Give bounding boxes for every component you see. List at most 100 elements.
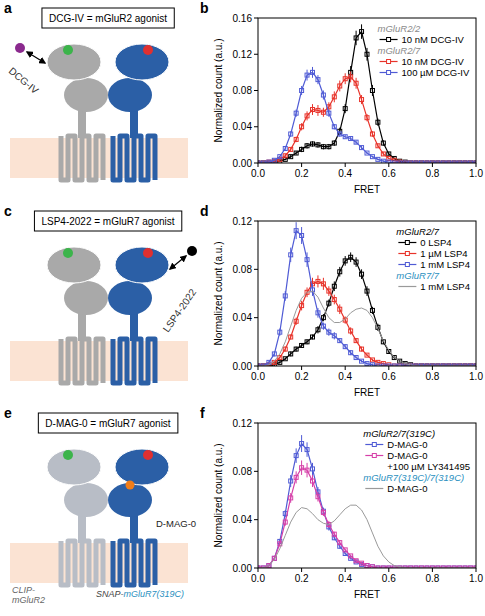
panel-letter: e	[4, 405, 12, 421]
data-point	[311, 467, 315, 471]
data-point	[283, 154, 287, 158]
left-subunit-upper-lobe	[47, 247, 101, 283]
y-tick-label: 0.12	[233, 49, 253, 60]
data-point	[316, 108, 320, 112]
legend-label: 1 µM LSP4	[420, 248, 467, 259]
y-tick	[254, 163, 258, 164]
arrow	[170, 256, 186, 269]
x-tick-label: 0.4	[338, 573, 352, 584]
data-point	[311, 142, 315, 146]
x-tick-label: 0.0	[251, 371, 265, 382]
error-bar	[296, 471, 297, 483]
data-point	[360, 359, 364, 363]
data-point	[294, 151, 298, 155]
data-point	[283, 147, 287, 151]
error-bar	[361, 360, 362, 362]
diagram-e: eD-MAG-0 = mGluR7 agonistD-MAG-0CLIP-mGl…	[4, 405, 196, 605]
y-tick	[254, 54, 258, 55]
y-axis-title: Normalized count (a.u.)	[213, 39, 224, 143]
subunit-label-part: SNAP-	[96, 589, 124, 599]
data-point	[305, 448, 309, 452]
legend-heading: mGluR7/7	[396, 270, 439, 281]
legend-label: D-MAG-0	[387, 483, 427, 494]
error-bar	[328, 286, 329, 296]
left-subunit-upper-lobe	[47, 44, 101, 80]
y-tick	[254, 126, 258, 127]
red-site	[143, 450, 153, 460]
chart-d: d0.00.20.40.60.81.00.000.040.080.12FRETN…	[200, 203, 483, 398]
error-bar	[290, 148, 291, 152]
error-bar	[323, 509, 324, 516]
series-line	[258, 281, 476, 366]
plot-area	[258, 435, 476, 568]
x-tick-label: 1.0	[469, 573, 483, 584]
error-bar	[356, 31, 357, 46]
y-tick-label: 0.12	[233, 418, 253, 429]
x-tick-label: 0.0	[251, 573, 265, 584]
x-tick	[476, 366, 477, 370]
error-bar	[296, 318, 297, 325]
x-tick-label: 0.2	[295, 371, 309, 382]
plot-area	[258, 222, 476, 366]
y-tick	[254, 269, 258, 270]
data-point	[365, 52, 369, 56]
legend-heading: mGluR2/7	[378, 45, 421, 56]
chart-b: b0.00.20.40.60.81.00.000.040.080.120.16F…	[200, 0, 483, 195]
left-subunit-lower-lobe	[64, 78, 108, 112]
data-point	[387, 152, 391, 156]
data-point	[365, 353, 369, 357]
error-bar	[334, 295, 335, 305]
left-subunit-lower-lobe	[64, 281, 108, 315]
x-tick	[476, 568, 477, 572]
error-bar	[383, 160, 384, 162]
error-bar	[285, 158, 286, 160]
error-bar	[350, 555, 351, 557]
series-line	[258, 505, 476, 568]
legend-label: 1 mM LSP4	[420, 259, 470, 270]
data-point	[305, 144, 309, 148]
error-bar	[296, 448, 297, 463]
error-bar	[301, 123, 302, 130]
red-site	[143, 248, 153, 258]
data-point	[278, 155, 282, 159]
error-bar	[372, 359, 373, 361]
error-bar	[377, 158, 378, 160]
panel-letter: a	[4, 0, 12, 16]
error-bar	[307, 70, 308, 81]
series-line	[258, 257, 476, 366]
error-bar	[323, 314, 324, 321]
data-point	[338, 84, 342, 88]
error-bar	[307, 111, 308, 120]
legend-label-line: 1 mM LSP4	[420, 281, 470, 292]
panel-letter: d	[200, 203, 209, 219]
error-bar	[290, 155, 291, 159]
x-tick	[345, 568, 346, 572]
legend-marker	[387, 71, 391, 75]
y-tick-label: 0.00	[233, 563, 253, 574]
y-tick	[254, 221, 258, 222]
left-subunit-tm	[61, 136, 103, 180]
data-point	[294, 111, 298, 115]
y-tick-label: 0.12	[233, 216, 253, 227]
error-bar	[345, 104, 346, 113]
error-bar	[307, 442, 308, 457]
data-point	[305, 468, 309, 472]
y-tick-label: 0.08	[233, 264, 253, 275]
y-tick	[254, 423, 258, 424]
y-tick	[254, 317, 258, 318]
x-tick	[258, 366, 259, 370]
error-bar	[345, 316, 346, 323]
data-point	[289, 335, 293, 339]
error-bar	[285, 154, 286, 158]
data-point	[349, 351, 353, 355]
error-bar	[367, 152, 368, 154]
x-tick-label: 0.6	[382, 573, 396, 584]
error-bar	[301, 435, 302, 452]
data-point	[294, 475, 298, 479]
data-point	[321, 324, 325, 328]
data-point	[354, 140, 358, 144]
error-bar	[301, 227, 302, 244]
data-point	[300, 466, 304, 470]
x-tick-label: 0.2	[295, 168, 309, 179]
error-bar	[334, 91, 335, 102]
